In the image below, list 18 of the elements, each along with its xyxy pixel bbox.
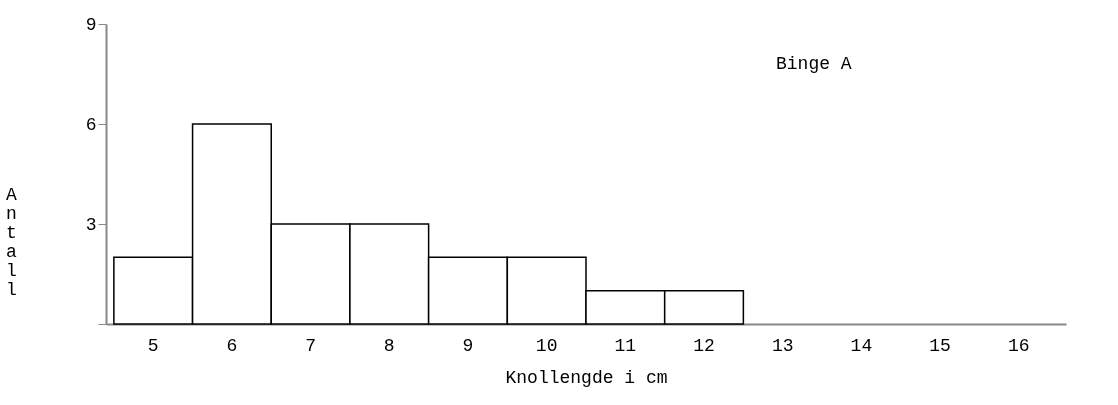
x-tick-label: 7 [305,335,316,356]
y-tick-label: 6 [85,114,97,135]
x-tick-label: 14 [850,335,873,356]
x-axis-title: Knollengde i cm [505,367,668,388]
x-tick-label: 15 [929,335,951,356]
x-tick-label: 11 [614,335,637,356]
x-tick-label: 5 [147,335,159,356]
x-tick-label: 9 [462,335,474,356]
x-tick-label: 6 [226,335,238,356]
x-tick-label: 10 [535,335,558,356]
x-tick-label: 8 [383,335,395,356]
annotation: Binge A [776,54,852,74]
x-tick-label: 13 [771,335,794,356]
y-tick-label: 9 [85,14,97,35]
x-tick-label: 16 [1007,335,1030,356]
x-tick-label: 12 [693,335,715,356]
y-tick-label: 3 [85,214,97,235]
y-axis-title: Antall [6,184,18,300]
